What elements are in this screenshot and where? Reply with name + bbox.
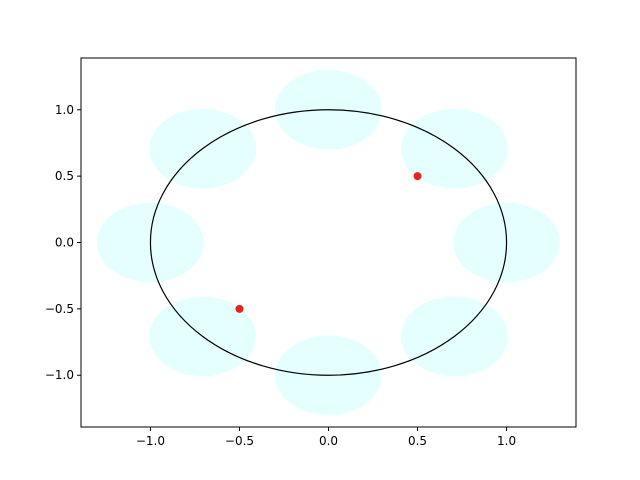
y-tick-label: 0.0 <box>55 236 74 250</box>
y-tick-label: 0.5 <box>55 169 74 183</box>
y-tick-label: 1.0 <box>55 103 74 117</box>
plot-area <box>97 69 560 416</box>
x-tick-label: 1.0 <box>497 434 516 448</box>
unit-circle <box>149 109 508 376</box>
x-tick-label: 0.5 <box>408 434 427 448</box>
x-tick-label: −1.0 <box>136 434 165 448</box>
y-tick-label: −1.0 <box>45 368 74 382</box>
x-tick-label: −0.5 <box>225 434 254 448</box>
y-tick-label: −0.5 <box>45 302 74 316</box>
point <box>235 304 244 313</box>
point <box>413 172 422 181</box>
x-tick-label: 0.0 <box>319 434 338 448</box>
